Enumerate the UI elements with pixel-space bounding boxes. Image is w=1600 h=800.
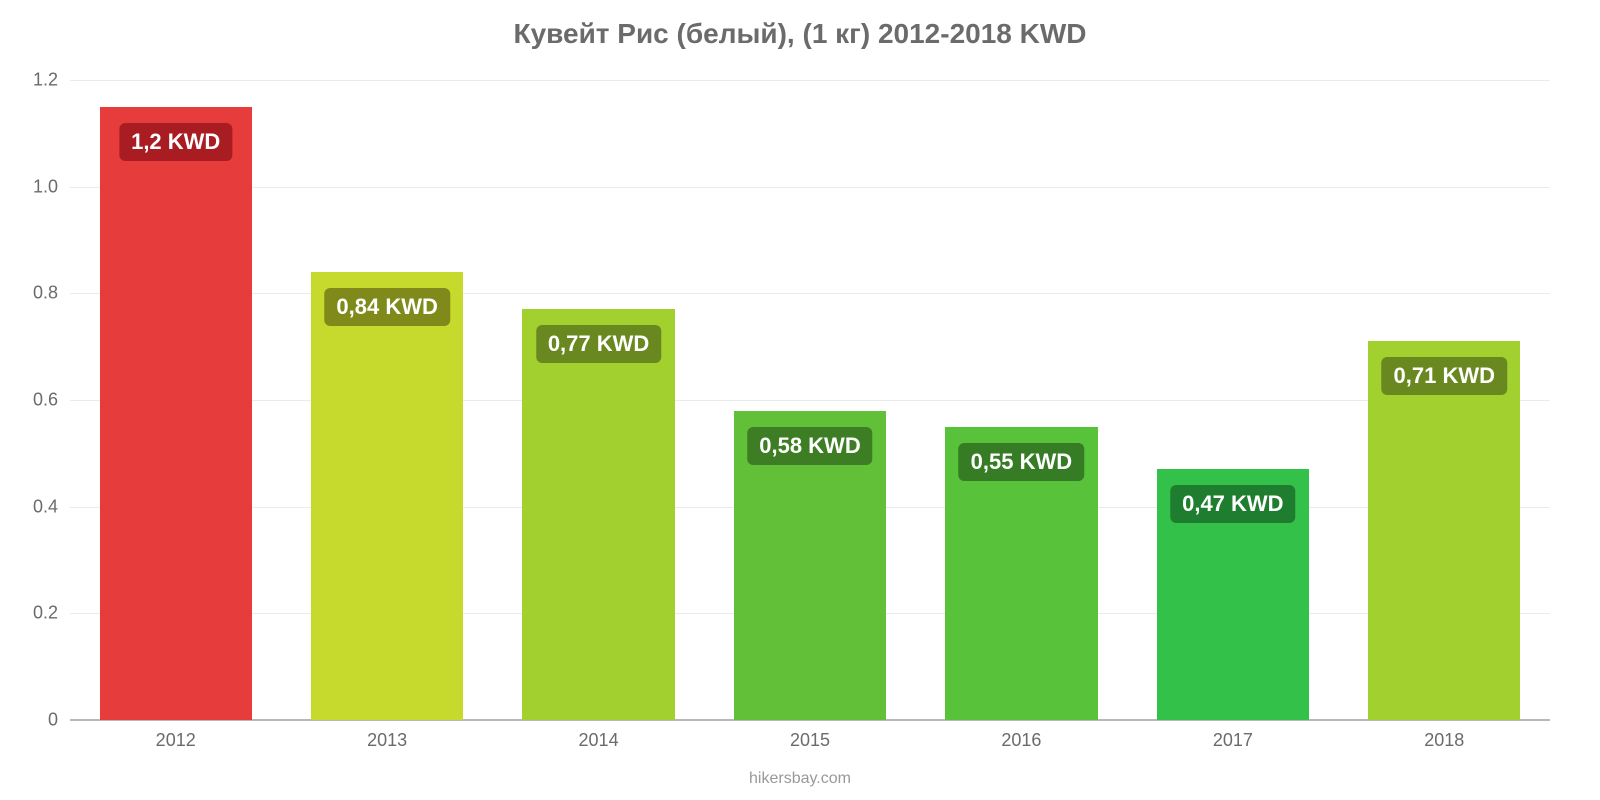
y-tick-label: 0 xyxy=(48,710,70,731)
x-tick-label: 2013 xyxy=(367,720,407,751)
bar: 0,77 KWD xyxy=(522,309,674,720)
bar: 0,47 KWD xyxy=(1157,469,1309,720)
bar-value-label: 0,84 KWD xyxy=(324,288,449,326)
y-tick-label: 1.2 xyxy=(33,70,70,91)
bar-value-label: 0,55 KWD xyxy=(959,443,1084,481)
bar-value-label: 0,71 KWD xyxy=(1382,357,1507,395)
plot-area: 00.20.40.60.81.01.21,2 KWD20120,84 KWD20… xyxy=(70,80,1550,720)
x-tick-label: 2017 xyxy=(1213,720,1253,751)
x-tick-label: 2018 xyxy=(1424,720,1464,751)
grid-line xyxy=(70,400,1550,401)
chart-container: Кувейт Рис (белый), (1 кг) 2012-2018 KWD… xyxy=(0,0,1600,800)
bar-value-label: 0,47 KWD xyxy=(1170,485,1295,523)
x-tick-label: 2012 xyxy=(156,720,196,751)
x-tick-label: 2014 xyxy=(579,720,619,751)
bar: 0,84 KWD xyxy=(311,272,463,720)
bar: 0,58 KWD xyxy=(734,411,886,720)
chart-title: Кувейт Рис (белый), (1 кг) 2012-2018 KWD xyxy=(0,0,1600,50)
bar-value-label: 0,77 KWD xyxy=(536,325,661,363)
x-tick-label: 2016 xyxy=(1001,720,1041,751)
grid-line xyxy=(70,80,1550,81)
bar: 0,71 KWD xyxy=(1368,341,1520,720)
bar: 0,55 KWD xyxy=(945,427,1097,720)
chart-footer: hikersbay.com xyxy=(749,770,851,788)
y-tick-label: 0.2 xyxy=(33,603,70,624)
bar: 1,2 KWD xyxy=(100,107,252,720)
bar-value-label: 1,2 KWD xyxy=(119,123,232,161)
bar-value-label: 0,58 KWD xyxy=(747,427,872,465)
y-tick-label: 0.6 xyxy=(33,390,70,411)
grid-line xyxy=(70,293,1550,294)
y-tick-label: 1.0 xyxy=(33,176,70,197)
y-tick-label: 0.8 xyxy=(33,283,70,304)
x-tick-label: 2015 xyxy=(790,720,830,751)
y-tick-label: 0.4 xyxy=(33,496,70,517)
grid-line xyxy=(70,187,1550,188)
